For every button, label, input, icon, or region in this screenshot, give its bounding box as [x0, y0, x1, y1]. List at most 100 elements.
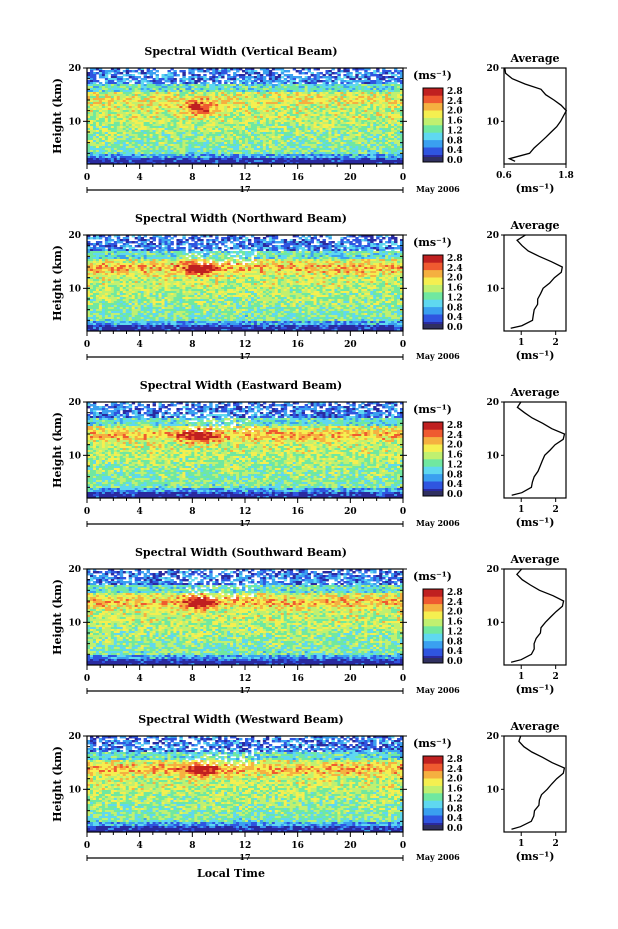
heatmap-cell [197, 80, 200, 82]
heatmap [87, 68, 403, 164]
heatmap-cell [346, 76, 349, 78]
heatmap-cell [251, 72, 254, 74]
heatmap-cell [215, 72, 218, 74]
heatmap-cell [358, 72, 361, 74]
heatmap-cell [129, 76, 132, 78]
heatmap-cell [287, 70, 290, 72]
heatmap-cell [305, 72, 308, 74]
heatmap-cell [126, 74, 129, 76]
heatmap-cell [194, 76, 197, 78]
heatmap-cell [185, 78, 188, 80]
heatmap-cell [251, 76, 254, 78]
heatmap-cell [394, 70, 397, 72]
heatmap-cell [227, 80, 230, 82]
heatmap-cell [123, 74, 126, 76]
heatmap-cell [114, 78, 117, 80]
heatmap-cell [242, 70, 245, 72]
heatmap-cell [320, 72, 323, 74]
heatmap-cell [156, 70, 159, 72]
heatmap-cell [311, 74, 314, 76]
heatmap-cell [218, 76, 221, 78]
heatmap-cell [281, 72, 284, 74]
heatmap-cell [96, 80, 99, 82]
heatmap-cell [227, 70, 230, 72]
heatmap-cell [272, 80, 275, 82]
heatmap-cell [343, 80, 346, 82]
heatmap-cell [111, 70, 114, 72]
heatmap-cell [239, 76, 242, 78]
heatmap-cell [117, 72, 120, 74]
heatmap-cell [334, 72, 337, 74]
heatmap-cell [162, 78, 165, 80]
heatmap-cell [209, 78, 212, 80]
heatmap-cell [325, 72, 328, 74]
heatmap-cell [188, 72, 191, 74]
heatmap-cell [245, 72, 248, 74]
heatmap-cell [266, 74, 269, 76]
heatmap-cell [343, 70, 346, 72]
heatmap-cell [167, 80, 170, 82]
heatmap-cell [343, 76, 346, 78]
heatmap-cell [320, 76, 323, 78]
heatmap-cell [302, 72, 305, 74]
heatmap-cell [302, 80, 305, 82]
heatmap-cell [132, 70, 135, 72]
heatmap-cell [150, 76, 153, 78]
heatmap-cell [358, 80, 361, 82]
figure-canvas: Spectral Width (Vertical Beam)2010Height… [0, 0, 618, 929]
heatmap-cell [236, 74, 239, 76]
heatmap-cell [328, 80, 331, 82]
heatmap-cell [275, 72, 278, 74]
heatmap-cell [135, 70, 138, 72]
heatmap-cell [203, 70, 206, 72]
heatmap-cell [206, 78, 209, 80]
heatmap-cell [230, 78, 233, 80]
heatmap-cell [200, 78, 203, 80]
heatmap-cell [224, 72, 227, 74]
heatmap-cell [209, 72, 212, 74]
heatmap-cell [248, 80, 251, 82]
heatmap-cell [200, 70, 203, 72]
heatmap-cell [388, 72, 391, 74]
heatmap-cell [147, 72, 150, 74]
heatmap-cell [257, 78, 260, 80]
heatmap-cell [394, 74, 397, 76]
heatmap-cell [385, 72, 388, 74]
heatmap-cell [215, 80, 218, 82]
heatmap-cell [340, 70, 343, 72]
heatmap-cell [320, 80, 323, 82]
heatmap-cell [361, 76, 364, 78]
heatmap-cell [355, 76, 358, 78]
heatmap-cell [397, 80, 400, 82]
heatmap-cell [197, 70, 200, 72]
heatmap-cell [284, 70, 287, 72]
heatmap-cell [132, 78, 135, 80]
heatmap-cell [221, 76, 224, 78]
heatmap-cell [153, 72, 156, 74]
heatmap-cell [382, 78, 385, 80]
heatmap-cell [141, 72, 144, 74]
panel-1: Spectral Width (Vertical Beam)2010Height… [51, 45, 574, 195]
heatmap-cell [397, 72, 400, 74]
heatmap-cell [236, 78, 239, 80]
panel-title: Spectral Width (Vertical Beam) [144, 45, 337, 58]
heatmap-cell [138, 76, 141, 78]
heatmap-cell [173, 74, 176, 76]
heatmap-cell [331, 72, 334, 74]
heatmap-cell [138, 72, 141, 74]
heatmap-cell [284, 74, 287, 76]
heatmap-cell [176, 74, 179, 76]
heatmap-cell [370, 74, 373, 76]
heatmap-cell [391, 78, 394, 80]
heatmap-cell [337, 78, 340, 80]
heatmap-cell [287, 76, 290, 78]
heatmap-cell [102, 76, 105, 78]
heatmap-cell [287, 80, 290, 82]
heatmap-cell [96, 72, 99, 74]
heatmap-cell [120, 72, 123, 74]
heatmap-cell [129, 70, 132, 72]
heatmap-cell [331, 76, 334, 78]
heatmap-cell [323, 76, 326, 78]
heatmap-cell [352, 80, 355, 82]
heatmap-cell [129, 80, 132, 82]
